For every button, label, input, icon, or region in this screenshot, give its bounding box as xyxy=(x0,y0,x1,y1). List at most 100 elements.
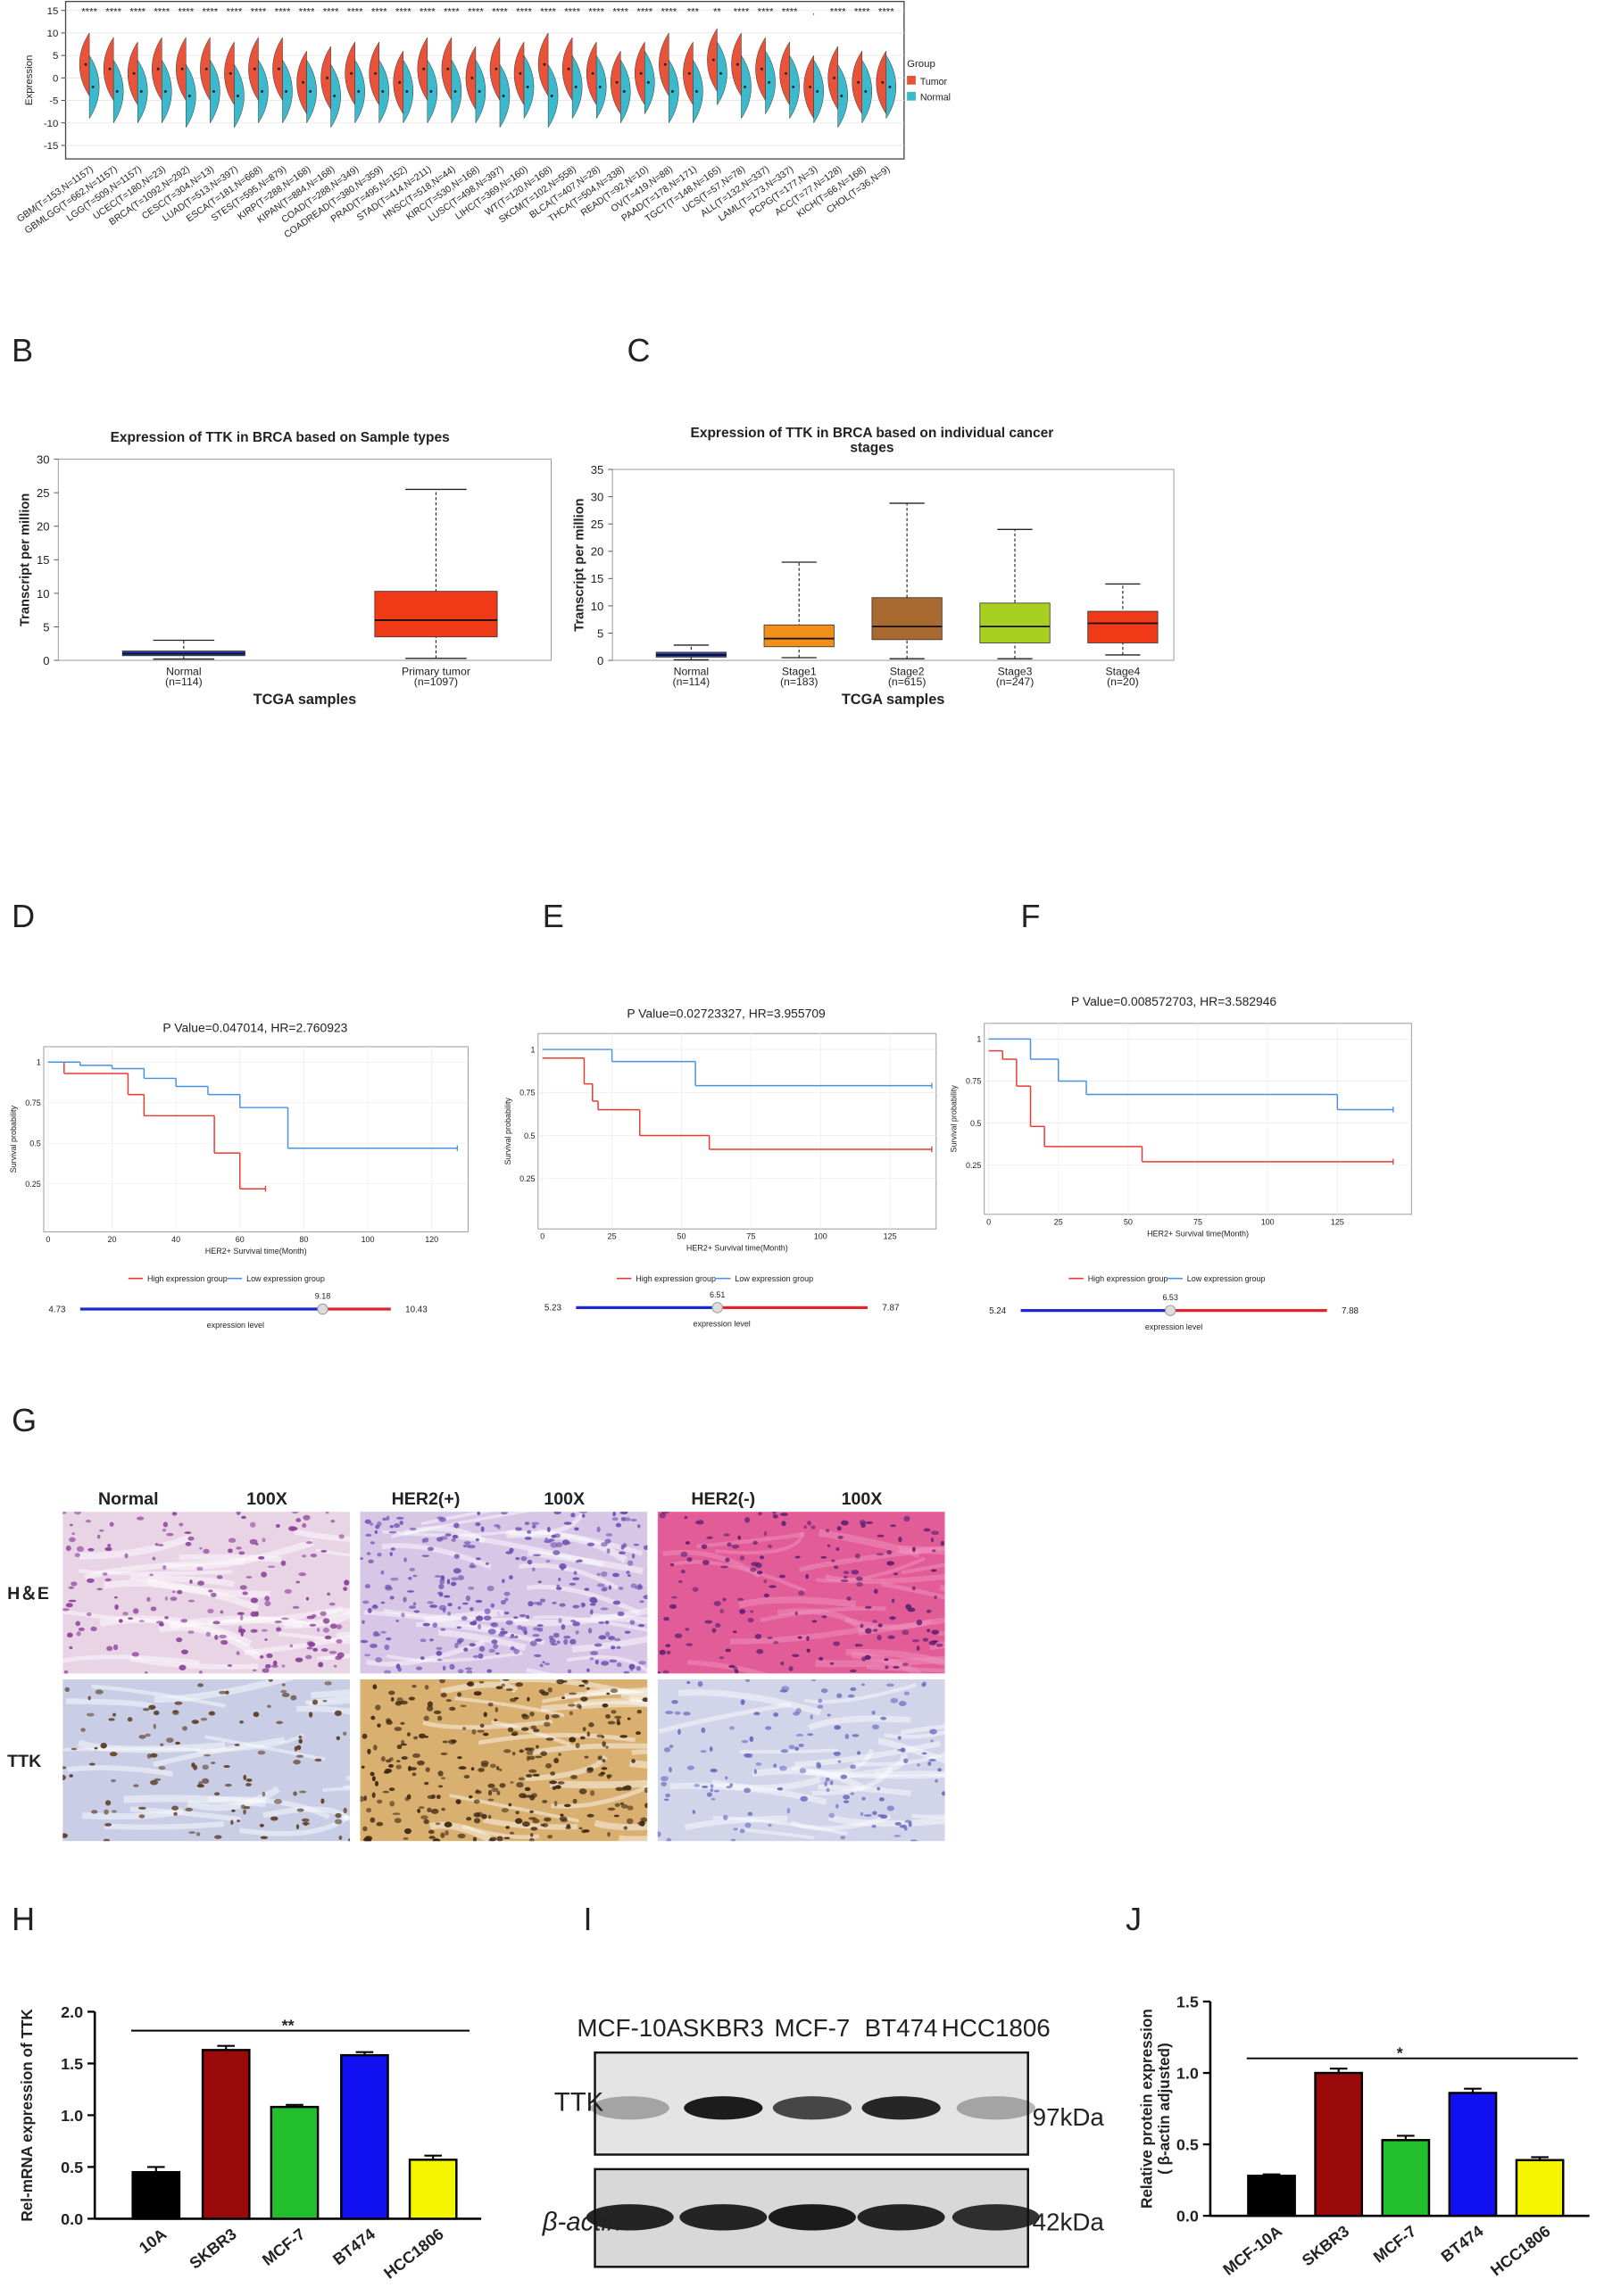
cell-nucleus xyxy=(620,1803,628,1809)
cell-nucleus xyxy=(729,1726,736,1730)
cell-nucleus xyxy=(329,1623,337,1629)
cell-nucleus xyxy=(164,1596,169,1601)
cell-nucleus xyxy=(433,1710,442,1714)
cell-nucleus xyxy=(239,1720,244,1724)
y-tick-label: 10 xyxy=(591,600,604,613)
cell-nucleus xyxy=(473,1691,482,1696)
cell-nucleus xyxy=(558,1617,562,1623)
cell-nucleus xyxy=(363,1795,368,1802)
cell-nucleus xyxy=(587,1628,593,1634)
significance-label: **** xyxy=(734,6,750,17)
tissue-fiber xyxy=(308,1699,351,1706)
tissue-fiber xyxy=(91,1684,227,1708)
blot-band xyxy=(679,2204,768,2231)
cell-nucleus xyxy=(922,1637,929,1642)
y-tick-label: 30 xyxy=(591,491,604,504)
tissue-fiber xyxy=(696,1532,804,1549)
cell-nucleus xyxy=(146,1596,151,1603)
micrograph xyxy=(62,1678,351,1842)
tissue-fiber xyxy=(901,1562,945,1575)
cell-nucleus xyxy=(104,1546,112,1552)
cell-nucleus xyxy=(395,1620,400,1622)
cell-nucleus xyxy=(290,1695,297,1701)
cell-nucleus xyxy=(510,1645,515,1650)
cell-nucleus xyxy=(507,1727,514,1732)
tissue-fiber xyxy=(519,1562,619,1590)
cell-nucleus xyxy=(889,1616,896,1620)
cell-nucleus xyxy=(594,1659,599,1665)
cell-nucleus xyxy=(768,1544,773,1548)
cell-nucleus xyxy=(524,1537,532,1540)
median-dot xyxy=(663,62,667,66)
tissue-fiber xyxy=(574,1698,648,1708)
cell-nucleus xyxy=(816,1763,822,1769)
cell-nucleus xyxy=(85,1520,92,1523)
tissue-fiber xyxy=(526,1584,641,1615)
cell-nucleus xyxy=(528,1755,536,1761)
cell-nucleus xyxy=(557,1781,565,1785)
cell-nucleus xyxy=(534,1654,542,1658)
cell-nucleus xyxy=(644,1803,648,1809)
cell-nucleus xyxy=(336,1624,343,1629)
cell-nucleus xyxy=(872,1811,877,1816)
y-axis-label: Transcript per million xyxy=(572,498,586,631)
cell-nucleus xyxy=(871,1710,876,1715)
cell-nucleus xyxy=(245,1782,252,1786)
cell-nucleus xyxy=(877,1814,885,1817)
blot-band xyxy=(772,2096,852,2120)
x-tick-label: 0 xyxy=(540,1232,544,1241)
median-dot xyxy=(567,67,570,70)
cell-nucleus xyxy=(108,1718,115,1721)
cell-nucleus xyxy=(99,1529,104,1532)
cell-nucleus xyxy=(100,1743,107,1749)
significance-label: **** xyxy=(758,6,774,17)
cell-nucleus xyxy=(336,1638,343,1644)
blot-band xyxy=(857,2204,945,2231)
cell-nucleus xyxy=(552,1786,557,1790)
y-tick-label: 1 xyxy=(531,1045,536,1054)
cell-nucleus xyxy=(856,1581,864,1587)
lane-label: SKBR3 xyxy=(683,2014,764,2042)
cell-nucleus xyxy=(421,1554,430,1557)
tissue-fiber xyxy=(566,1654,648,1674)
cell-nucleus xyxy=(694,1784,700,1787)
x-tick-label: 125 xyxy=(1331,1217,1344,1226)
cell-nucleus xyxy=(388,1690,395,1695)
cell-nucleus xyxy=(598,1620,605,1624)
cell-nucleus xyxy=(713,1600,721,1606)
cell-nucleus xyxy=(322,1627,329,1633)
cell-nucleus xyxy=(171,1710,179,1715)
tissue-fiber xyxy=(618,1835,648,1842)
cell-nucleus xyxy=(763,1593,769,1598)
cell-nucleus xyxy=(529,1837,535,1842)
significance-label: **** xyxy=(129,6,145,17)
cell-nucleus xyxy=(931,1640,939,1644)
y-axis-label: Survival probability xyxy=(503,1098,512,1165)
cell-nucleus xyxy=(489,1836,497,1842)
cell-nucleus xyxy=(841,1520,849,1526)
y-tick-label: 0.5 xyxy=(29,1140,40,1148)
cell-nucleus xyxy=(544,1662,550,1666)
tissue-fiber xyxy=(527,1549,644,1575)
cell-nucleus xyxy=(454,1643,459,1649)
cell-nucleus xyxy=(412,1753,421,1758)
cell-nucleus xyxy=(420,1656,425,1661)
cell-nucleus xyxy=(260,1836,268,1839)
cell-nucleus xyxy=(589,1603,596,1606)
micrograph-bg xyxy=(62,1678,351,1842)
y-tick-label: 0.0 xyxy=(1176,2208,1199,2226)
median-dot xyxy=(398,80,402,84)
cell-nucleus xyxy=(213,1792,220,1796)
cell-nucleus xyxy=(637,1524,641,1529)
x-tick-label: Primary tumor xyxy=(402,665,470,677)
cell-nucleus xyxy=(619,1802,624,1805)
cell-nucleus xyxy=(540,1751,548,1756)
cell-nucleus xyxy=(491,1787,499,1793)
cell-nucleus xyxy=(586,1769,594,1773)
cell-nucleus xyxy=(530,1827,538,1831)
cell-nucleus xyxy=(444,1595,451,1598)
y-tick-label: 1.5 xyxy=(61,2055,83,2073)
cell-nucleus xyxy=(684,1516,688,1520)
cell-nucleus xyxy=(749,1736,754,1743)
slider-label: expression level xyxy=(207,1321,264,1330)
